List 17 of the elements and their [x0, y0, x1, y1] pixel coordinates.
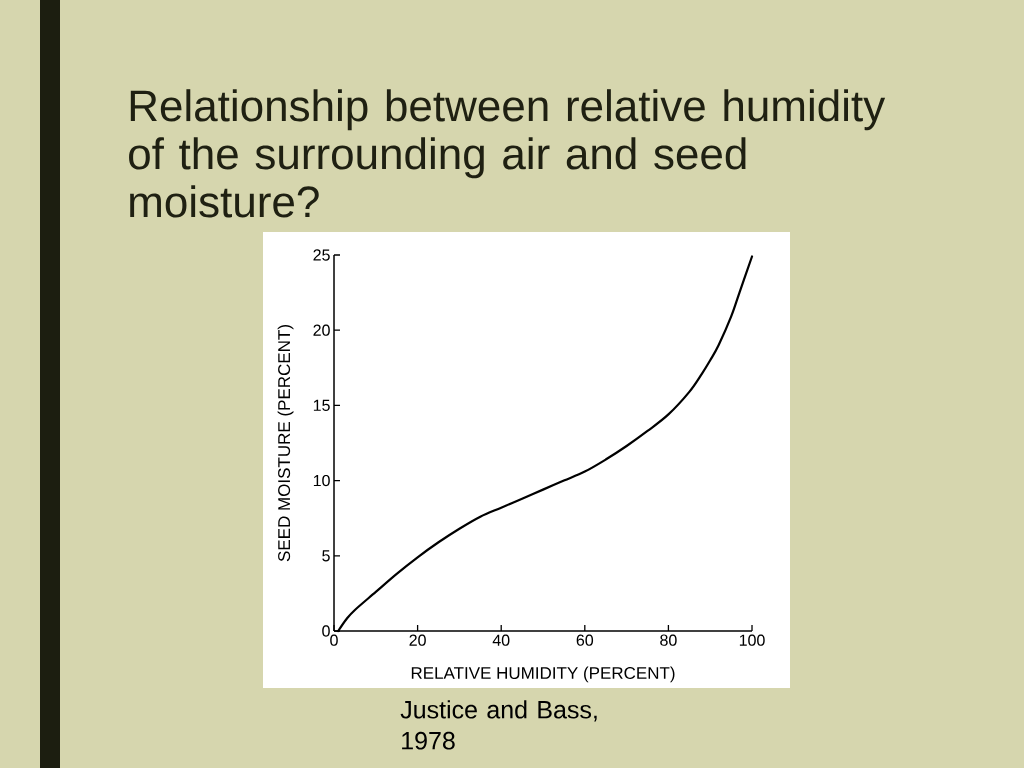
x-axis-title: RELATIVE HUMIDITY (PERCENT): [411, 666, 675, 683]
line-series: [337, 255, 754, 633]
y-tick-label: 5: [322, 550, 330, 562]
x-tick-label: 60: [576, 634, 594, 646]
y-tick-label: 10: [313, 474, 330, 487]
y-tick-label: 15: [313, 399, 330, 411]
text: Justice and Bass, 1978: [400, 700, 597, 750]
y-axis-title: SEED MOISTURE (PERCENT): [277, 325, 294, 562]
x-tick-label: 80: [660, 634, 677, 646]
chart-title: Relationship between relative humidity of the surrounding air and seed moisture?: [129, 89, 886, 218]
x-tick-label: 20: [409, 634, 426, 646]
y-tick-label: 25: [313, 249, 330, 261]
y-tick-label: 0: [322, 625, 330, 637]
x-tick-label: 0: [330, 634, 338, 646]
x-tick-label: 40: [492, 634, 510, 646]
x-tick-label: 100: [739, 634, 765, 646]
y-tick-label: 20: [313, 324, 330, 336]
